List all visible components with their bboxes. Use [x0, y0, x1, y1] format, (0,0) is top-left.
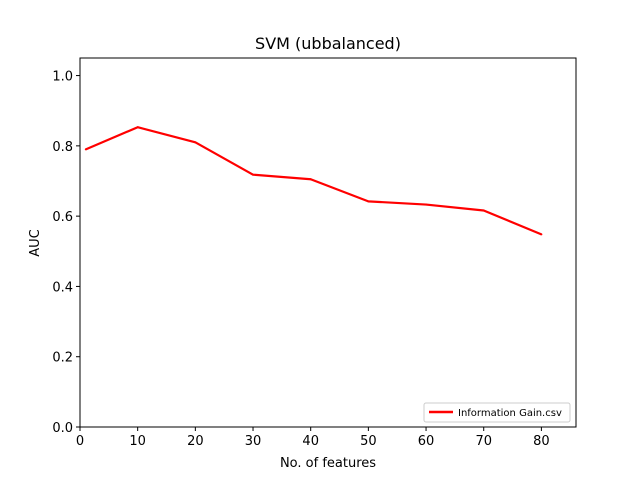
x-axis: 0 10 20 30 40 50 60 70 80 [76, 427, 550, 449]
x-axis-label: No. of features [280, 456, 376, 471]
data-point [482, 209, 485, 212]
y-axis-label: AUC [28, 229, 43, 257]
data-point [194, 141, 197, 144]
data-point [425, 203, 428, 206]
plot-area [84, 126, 543, 236]
y-tick-label: 0.4 [52, 280, 73, 295]
x-tick-label: 30 [245, 434, 262, 449]
legend-label: Information Gain.csv [458, 408, 562, 419]
x-tick-label: 40 [302, 434, 319, 449]
x-tick-label: 20 [187, 434, 204, 449]
y-tick-label: 1.0 [52, 70, 73, 85]
y-axis: 0.0 0.2 0.4 0.6 0.8 1.0 [52, 70, 80, 436]
data-point [252, 173, 255, 176]
data-point [84, 148, 87, 151]
y-tick-label: 0.8 [52, 140, 73, 155]
chart-title: SVM (ubbalanced) [255, 34, 401, 53]
data-point [367, 200, 370, 203]
x-tick-label: 70 [475, 434, 492, 449]
y-tick-label: 0.6 [52, 210, 73, 225]
plot-frame [79, 57, 577, 428]
x-tick-label: 50 [360, 434, 377, 449]
legend: Information Gain.csv [423, 402, 571, 423]
y-tick-label: 0.2 [52, 351, 73, 366]
data-point [309, 178, 312, 181]
x-tick-label: 0 [76, 434, 84, 449]
data-point [136, 126, 139, 129]
x-tick-label: 60 [418, 434, 435, 449]
legend-box [423, 402, 571, 423]
data-point [540, 233, 543, 236]
x-tick-label: 10 [129, 434, 146, 449]
y-tick-label: 0.0 [52, 421, 73, 436]
x-tick-label: 80 [533, 434, 550, 449]
